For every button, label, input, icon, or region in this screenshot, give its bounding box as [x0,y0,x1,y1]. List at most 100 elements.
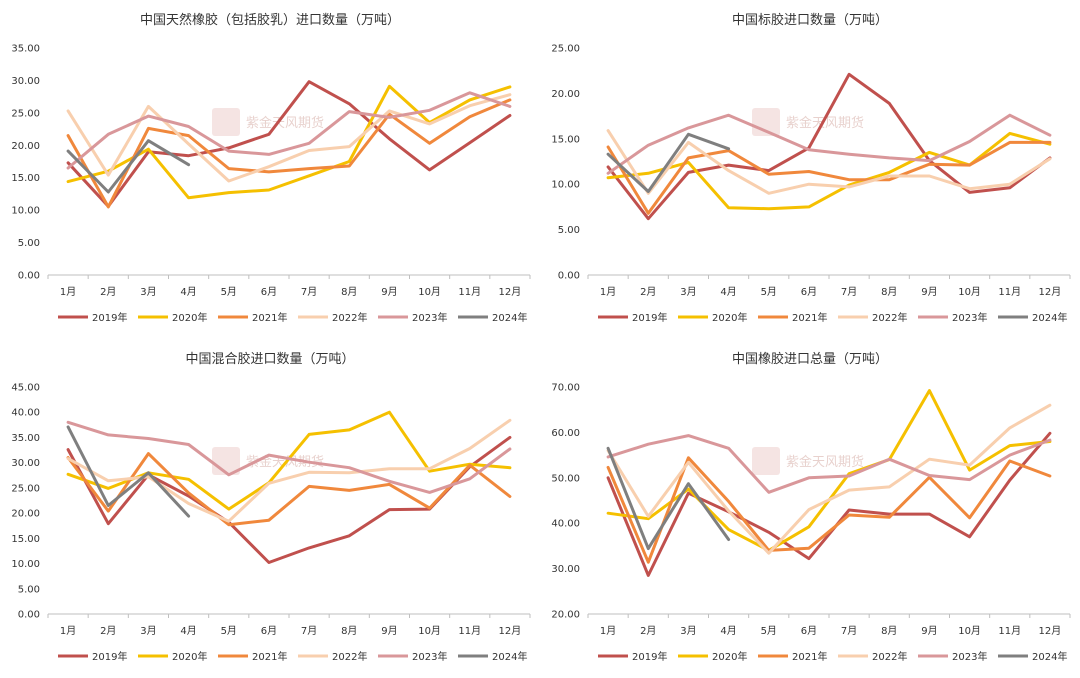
watermark-text: 紫金天风期货 [786,115,864,131]
y-tick-label: 5.00 [18,238,40,249]
y-tick-label: 25.00 [551,44,580,55]
legend-label: 2023年 [952,311,987,324]
series-line-2022年 [66,418,512,523]
x-tick-label: 6月 [261,625,277,637]
y-tick-label: 10.00 [551,180,580,191]
legend-item: 2019年 [598,311,667,324]
legend-item: 2021年 [218,650,287,663]
chart-total-rubber-imports: 中国橡胶进口总量（万吨） 紫金天风期货 20.00 30.00 40.00 50.00 60… [551,351,1071,663]
legend-label: 2019年 [92,311,127,324]
legend-item: 2020年 [678,311,747,324]
legend-item: 2022年 [838,311,907,324]
y-tick-label: 35.00 [11,433,40,444]
x-tick-label: 2月 [640,286,656,298]
series-line-2021年 [66,452,512,527]
series-line-2019年 [66,80,512,208]
x-tick-label: 3月 [140,286,156,298]
chart-title: 中国标胶进口数量（万吨） [732,12,888,28]
legend-item: 2024年 [458,650,527,663]
series-line-2020年 [606,131,1052,211]
series-line-2024年 [606,446,731,551]
chart-mixed-rubber-imports: 中国混合胶进口数量（万吨）紫金天风期货0.005.0010.0015.0020.… [11,351,531,663]
legend-label: 2022年 [332,311,367,324]
x-tick-label: 1月 [600,286,616,298]
series-line-2019年 [606,431,1052,577]
y-tick-label: 40.00 [551,519,580,530]
series-line-2020年 [66,84,512,200]
x-tick-label: 1月 [60,625,76,637]
legend-item: 2020年 [138,311,207,324]
chart-title: 中国混合胶进口数量（万吨） [185,351,354,367]
x-tick-label: 11月 [458,625,481,637]
legend-item: 2020年 [138,650,207,663]
x-tick-label: 12月 [1039,625,1062,637]
x-tick-label: 8月 [341,625,357,637]
x-tick-label: 7月 [301,625,317,637]
watermark-logo: 紫金天风期货 [752,447,864,475]
y-tick-label: 30.00 [11,458,40,469]
series-line-2024年 [66,139,191,194]
x-tick-label: 4月 [720,625,736,637]
series-line-2024年 [606,132,731,193]
legend-label: 2021年 [792,311,827,324]
x-tick-label: 10月 [418,286,441,298]
x-tick-label: 9月 [381,286,397,298]
x-tick-label: 3月 [680,286,696,298]
chart-natural-rubber-imports: 中国天然橡胶（包括胶乳）进口数量（万吨） 紫金天风期货 0.00 5.00 10.00 1… [11,12,531,324]
legend-item: 2022年 [298,311,367,324]
y-tick-label: 35.00 [11,44,40,55]
y-tick-label: 45.00 [11,383,40,394]
legend-item: 2021年 [218,311,287,324]
series-line-2022年 [606,129,1052,195]
x-tick-label: 11月 [458,286,481,298]
y-tick-label: 10.00 [11,206,40,217]
x-tick-label: 5月 [761,625,777,637]
y-tick-label: 70.00 [551,383,580,394]
y-tick-label: 25.00 [11,108,40,119]
legend-label: 2023年 [412,650,447,663]
legend-label: 2022年 [332,650,367,663]
y-tick-label: 5.00 [558,225,580,236]
legend-item: 2021年 [758,650,827,663]
x-tick-label: 11月 [998,286,1021,298]
legend-item: 2019年 [598,650,667,663]
legend-item: 2023年 [378,311,447,324]
x-tick-label: 4月 [180,625,196,637]
legend-item: 2023年 [378,650,447,663]
series-line-2019年 [606,72,1052,221]
y-tick-label: 20.00 [551,610,580,621]
legend-item: 2024年 [458,311,527,324]
chart-title: 中国橡胶进口总量（万吨） [732,351,888,367]
y-tick-label: 0.00 [18,610,40,621]
y-tick-label: 30.00 [551,564,580,575]
watermark-logo: 紫金天风期货 [212,108,324,136]
series-line-2023年 [66,91,512,170]
x-tick-label: 10月 [958,625,981,637]
watermark-text: 紫金天风期货 [246,115,324,131]
y-tick-label: 15.00 [551,134,580,145]
legend-label: 2024年 [1032,311,1067,324]
x-tick-label: 4月 [720,286,736,298]
legend-label: 2019年 [632,311,667,324]
x-tick-label: 12月 [1039,286,1062,298]
x-tick-label: 5月 [221,286,237,298]
series-line-2021年 [606,456,1052,564]
watermark-text: 紫金天风期货 [786,454,864,470]
legend-label: 2023年 [952,650,987,663]
legend-item: 2024年 [998,650,1067,663]
legend-label: 2021年 [252,650,287,663]
x-tick-label: 8月 [881,625,897,637]
legend-item: 2022年 [838,650,907,663]
x-tick-label: 9月 [921,625,937,637]
series-line-2023年 [606,434,1052,494]
legend-label: 2021年 [252,311,287,324]
legend-label: 2024年 [1032,650,1067,663]
x-tick-label: 12月 [499,286,522,298]
legend-label: 2024年 [492,650,527,663]
series-line-2023年 [606,113,1052,175]
y-tick-label: 20.00 [551,89,580,100]
y-tick-label: 40.00 [11,408,40,419]
y-tick-label: 50.00 [551,473,580,484]
x-tick-label: 3月 [140,625,156,637]
